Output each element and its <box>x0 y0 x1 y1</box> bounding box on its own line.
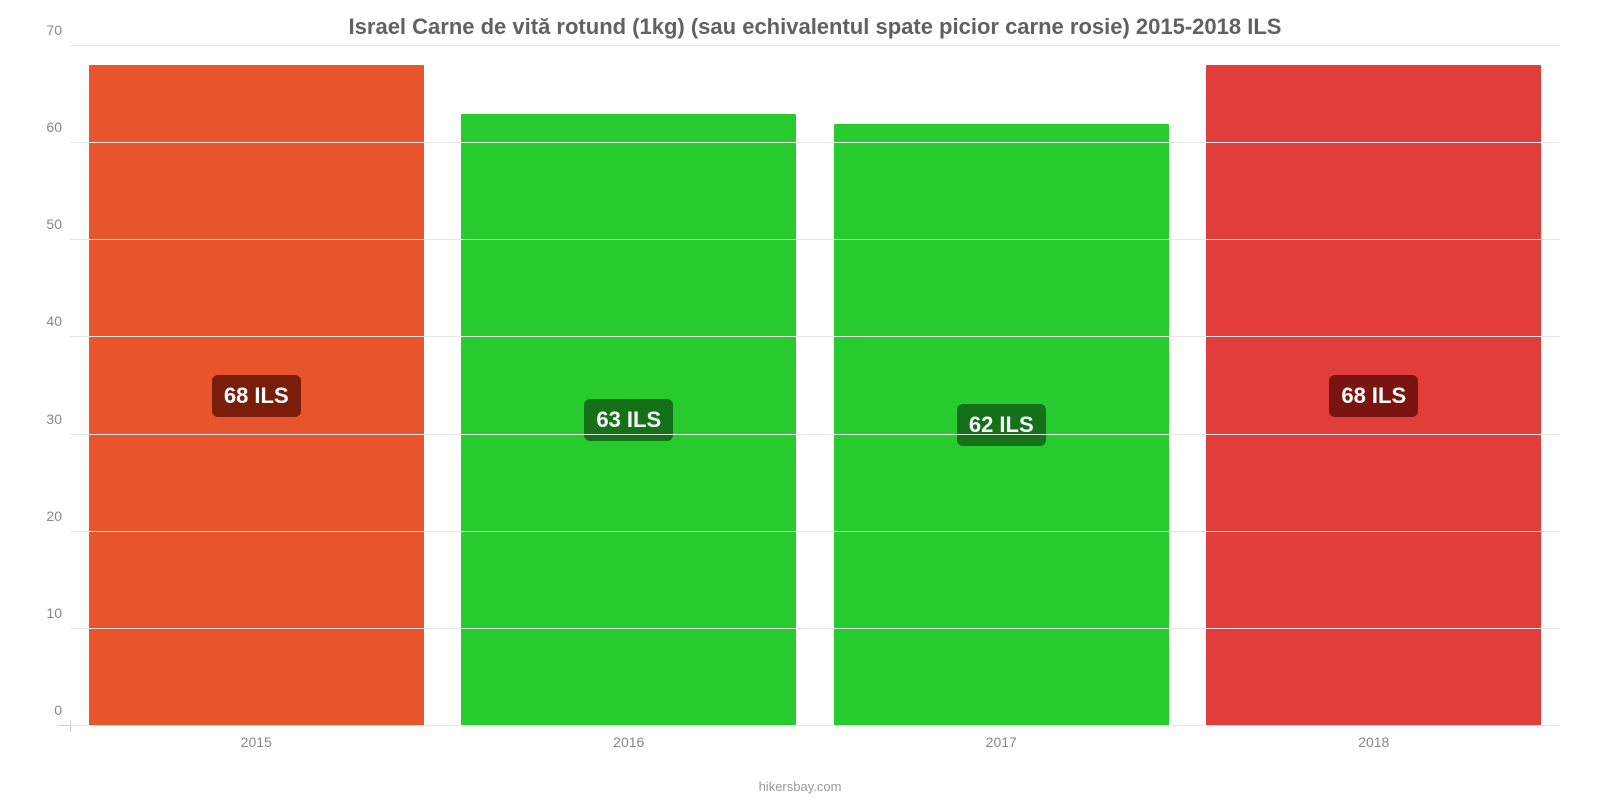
x-tick-label: 2018 <box>1188 728 1561 758</box>
y-tick-label: 50 <box>32 216 62 232</box>
grid-line <box>70 628 1560 629</box>
bar-slot: 68 ILS <box>1188 46 1561 726</box>
y-tick-label: 40 <box>32 313 62 329</box>
grid-line <box>70 725 1560 726</box>
grid-line <box>70 239 1560 240</box>
grid-line <box>70 142 1560 143</box>
grid-line <box>70 531 1560 532</box>
bar-slot: 63 ILS <box>443 46 816 726</box>
y-tick-label: 20 <box>32 508 62 524</box>
bar-slot: 62 ILS <box>815 46 1188 726</box>
x-tick-label: 2015 <box>70 728 443 758</box>
y-tick-label: 30 <box>32 411 62 427</box>
chart-container: Israel Carne de vită rotund (1kg) (sau e… <box>0 0 1600 800</box>
plot-area: 68 ILS63 ILS62 ILS68 ILS 010203040506070 <box>70 46 1560 726</box>
y-tick-label: 60 <box>32 119 62 135</box>
value-badge: 68 ILS <box>212 375 301 417</box>
axis-corner-x <box>58 725 70 726</box>
x-tick-label: 2016 <box>443 728 816 758</box>
bars-group: 68 ILS 63 ILS 62 ILS 68 ILS <box>70 46 1560 726</box>
value-badge: 63 ILS <box>584 399 673 441</box>
x-axis: 2015201620172018 <box>70 728 1560 758</box>
x-tick-label: 2017 <box>815 728 1188 758</box>
chart-footer: hikersbay.com <box>0 779 1600 794</box>
chart-title: Israel Carne de vită rotund (1kg) (sau e… <box>70 14 1560 40</box>
value-badge: 68 ILS <box>1329 375 1418 417</box>
bar: 62 ILS <box>834 124 1169 726</box>
value-badge: 62 ILS <box>957 404 1046 446</box>
grid-line <box>70 45 1560 46</box>
y-tick-label: 0 <box>32 702 62 718</box>
bar: 63 ILS <box>461 114 796 726</box>
grid-line <box>70 336 1560 337</box>
grid-line <box>70 434 1560 435</box>
y-tick-label: 10 <box>32 605 62 621</box>
bar-slot: 68 ILS <box>70 46 443 726</box>
y-tick-label: 70 <box>32 22 62 38</box>
